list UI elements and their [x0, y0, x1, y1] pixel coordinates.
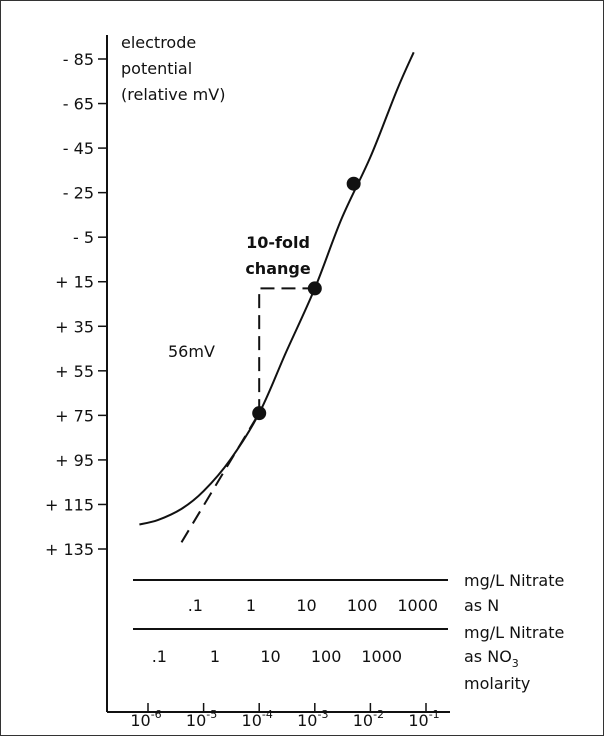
nitrate-n-tick-label: 10: [296, 596, 316, 615]
x-tick-base: 10: [130, 711, 150, 730]
nitrate-no3-tick-label: 1: [210, 647, 220, 666]
x-tick-exponent: -4: [262, 708, 273, 721]
delta-mv-annotation: 56mV: [168, 342, 215, 361]
nitrate-no3-label-as: as NO: [464, 647, 512, 666]
linear-extrapolation-dashed: [180, 412, 261, 543]
nitrate-n-label-line2: as N: [464, 596, 499, 615]
nitrate-n-tick-label: 100: [347, 596, 378, 615]
y-tick-label: + 95: [55, 451, 94, 470]
y-tick-label: + 15: [55, 273, 94, 292]
x-tick-base: 10: [408, 711, 428, 730]
x-tick-exponent: -3: [317, 708, 328, 721]
x-tick-label: 10-2: [353, 708, 384, 730]
x-tick-exponent: -1: [429, 708, 440, 721]
nitrate-no3-tick-label: 100: [311, 647, 342, 666]
y-axis-title-line2: potential: [121, 59, 192, 78]
data-point: [346, 176, 361, 191]
y-tick-label: - 65: [63, 95, 94, 114]
y-tick-label: - 85: [63, 50, 94, 69]
y-tick-label: + 55: [55, 362, 94, 381]
nitrate-no3-label-line1: mg/L Nitrate: [464, 623, 564, 642]
plot-area: [139, 51, 415, 543]
nitrate-n-tick-label: .1: [188, 596, 203, 615]
x-tick-exponent: -6: [151, 708, 162, 721]
x-tick-base: 10: [242, 711, 262, 730]
nitrate-n-tick-label: 1: [246, 596, 256, 615]
tenfold-annotation-line1: 10-fold: [246, 233, 310, 252]
y-axis-title-line1: electrode: [121, 33, 196, 52]
x-tick-label: 10-1: [408, 708, 439, 730]
y-tick-label: + 135: [45, 540, 94, 559]
nitrate-n-tick-label: 1000: [397, 596, 438, 615]
y-tick-label: - 45: [63, 139, 94, 158]
data-point: [307, 281, 322, 296]
molarity-axis-label: molarity: [464, 674, 530, 693]
nitrate-no3-label-subscript: 3: [512, 657, 519, 670]
x-tick-base: 10: [297, 711, 317, 730]
x-tick-base: 10: [353, 711, 373, 730]
y-axis-title-line3: (relative mV): [121, 85, 225, 104]
nitrate-no3-tick-label: .1: [152, 647, 167, 666]
y-tick-label: + 35: [55, 317, 94, 336]
nitrate-n-label-line1: mg/L Nitrate: [464, 571, 564, 590]
calibration-curve: [139, 51, 415, 526]
y-tick-label: + 115: [45, 495, 94, 514]
nitrate-no3-scale-ticks: .1 1 10 100 1000: [152, 647, 402, 666]
nitrate-no3-tick-label: 1000: [361, 647, 402, 666]
tenfold-annotation-line2: change: [245, 259, 311, 278]
x-tick-exponent: -2: [373, 708, 384, 721]
x-tick-base: 10: [186, 711, 206, 730]
x-tick-exponent: -5: [206, 708, 217, 721]
x-tick-label: 10-5: [186, 708, 217, 730]
y-tick-label: - 5: [73, 228, 94, 247]
molarity-x-axis: 10-6 10-5 10-4 10-3 10-2 10-1: [130, 703, 440, 730]
nitrate-no3-tick-label: 10: [260, 647, 280, 666]
x-tick-label: 10-6: [130, 708, 161, 730]
data-point: [252, 406, 267, 421]
y-tick-label: - 25: [63, 184, 94, 203]
nitrate-no3-label-line2: as NO3: [464, 647, 519, 670]
nitrate-n-scale-ticks: .1 1 10 100 1000: [188, 596, 438, 615]
y-tick-label: + 75: [55, 406, 94, 425]
x-tick-label: 10-4: [242, 708, 273, 730]
y-axis: - 85 - 65 - 45 - 25 - 5 + 15 + 35 + 55 + 75 + 95 +…: [45, 50, 107, 559]
x-tick-label: 10-3: [297, 708, 328, 730]
